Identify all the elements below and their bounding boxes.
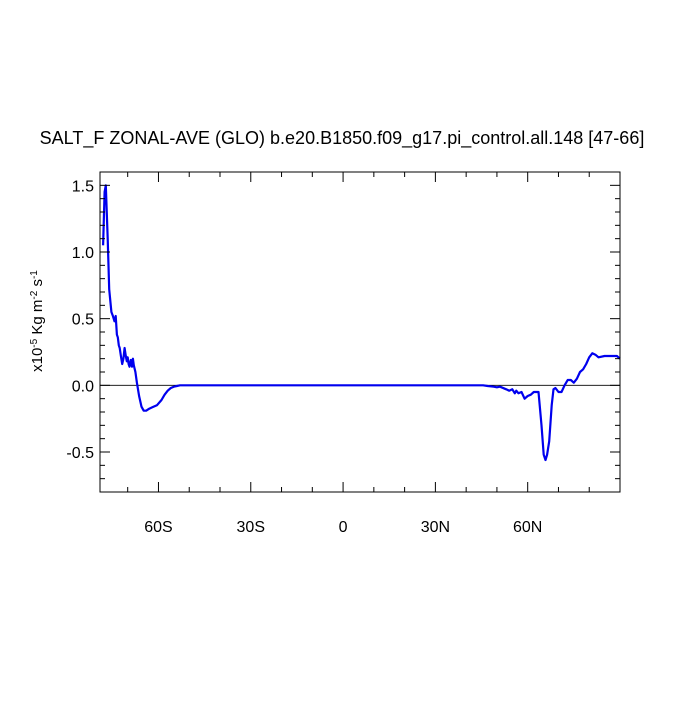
- x-tick-label: 0: [339, 519, 348, 536]
- chart-title: SALT_F ZONAL-AVE (GLO) b.e20.B1850.f09_g…: [40, 128, 645, 149]
- x-tick-label: 60S: [144, 519, 172, 536]
- y-axis-label-exponent-3: -1: [29, 270, 40, 279]
- y-axis-label-units-s: s: [29, 279, 46, 291]
- x-tick-label: 60N: [513, 519, 542, 536]
- y-tick-label: 1.5: [72, 178, 94, 195]
- y-tick-label: 0.5: [72, 312, 94, 329]
- y-axis-label: x10-5 Kg m-2 s-1: [29, 270, 47, 372]
- y-tick-label: 1.0: [72, 245, 94, 262]
- y-axis-label-prefix: x10: [29, 348, 46, 372]
- y-tick-label: 0.0: [72, 378, 94, 395]
- y-axis-label-exponent-2: -2: [29, 290, 40, 299]
- x-tick-label: 30N: [421, 519, 450, 536]
- series-line-0: [102, 184, 621, 462]
- y-axis-label-exponent-1: -5: [29, 338, 40, 347]
- plot-area: 1.5 1.0 0.5 0.0 -0.5 60S 30S 0 30N 60N: [66, 171, 621, 536]
- y-tick-label: -0.5: [66, 445, 94, 462]
- x-tick-label: 30S: [237, 519, 265, 536]
- y-axis-label-units-kg-m: Kg m: [29, 300, 46, 339]
